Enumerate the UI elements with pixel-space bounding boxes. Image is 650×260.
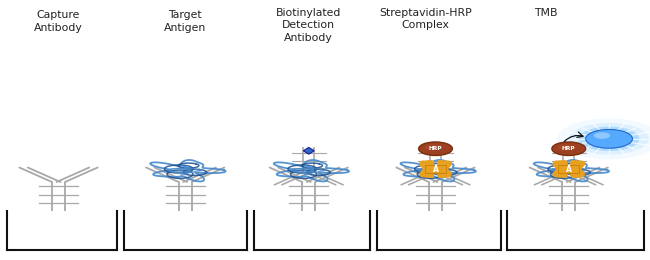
Polygon shape <box>430 147 441 154</box>
Text: Target
Antigen: Target Antigen <box>164 10 206 33</box>
Circle shape <box>558 118 650 159</box>
Text: TMB: TMB <box>534 8 558 18</box>
Text: A: A <box>566 165 572 173</box>
Polygon shape <box>304 147 314 154</box>
Polygon shape <box>558 165 579 173</box>
Circle shape <box>424 144 440 150</box>
Circle shape <box>594 132 610 139</box>
Polygon shape <box>564 147 574 154</box>
Text: A: A <box>432 165 439 173</box>
Text: Biotinylated
Detection
Antibody: Biotinylated Detection Antibody <box>276 8 341 43</box>
Circle shape <box>419 142 452 155</box>
Text: Capture
Antibody: Capture Antibody <box>34 10 83 33</box>
Polygon shape <box>425 165 446 173</box>
Circle shape <box>558 144 573 150</box>
Text: HRP: HRP <box>562 146 575 151</box>
Text: Streptavidin-HRP
Complex: Streptavidin-HRP Complex <box>380 8 472 30</box>
Circle shape <box>569 123 649 155</box>
Circle shape <box>586 129 632 148</box>
Circle shape <box>578 127 640 151</box>
Circle shape <box>552 142 586 155</box>
Text: HRP: HRP <box>429 146 442 151</box>
